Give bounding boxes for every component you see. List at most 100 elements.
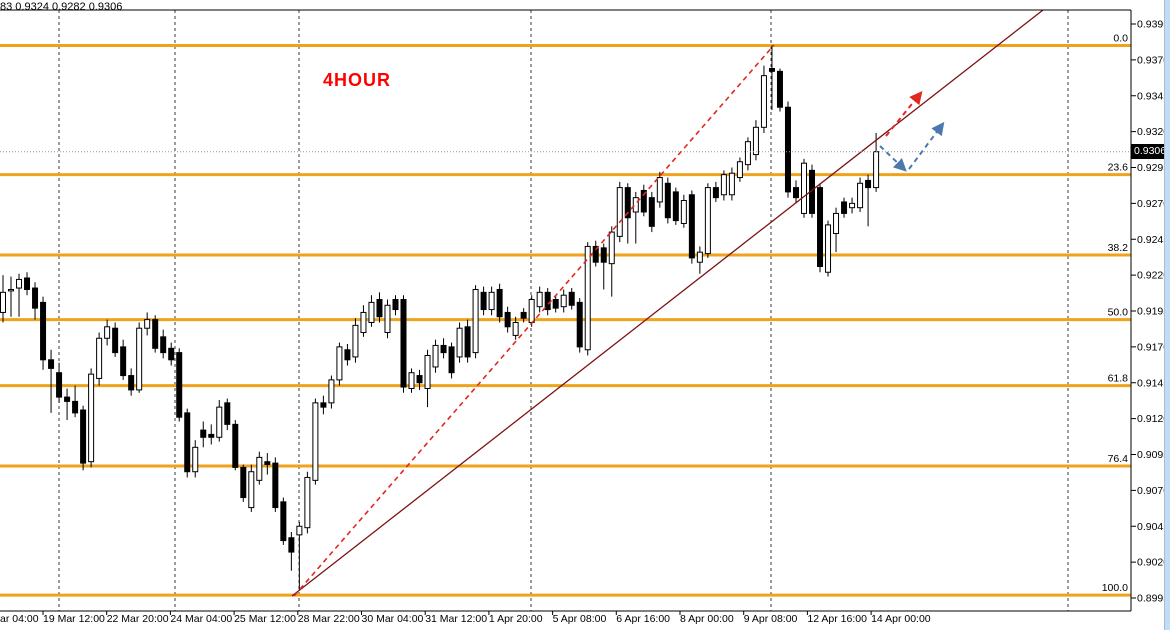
candlestick xyxy=(416,369,423,390)
time-axis-label: 19 Mar 12:00 xyxy=(43,613,105,625)
candlestick xyxy=(136,322,143,393)
red-projection-arrow[interactable] xyxy=(885,90,923,137)
trendlines-layer[interactable] xyxy=(0,9,1131,597)
candlestick xyxy=(104,319,111,346)
candlestick xyxy=(496,283,503,323)
candlestick xyxy=(328,375,335,409)
candlestick xyxy=(336,342,343,386)
candlestick xyxy=(744,137,751,171)
price-axis-label: 0.9070 xyxy=(1137,485,1169,497)
candlestick xyxy=(24,272,31,296)
candlestick xyxy=(224,398,231,431)
chart-frame xyxy=(0,9,1132,612)
candlestick xyxy=(8,276,15,317)
candlestick xyxy=(240,464,247,502)
candlestick xyxy=(536,286,543,313)
fib-label-76.4: 76.4 xyxy=(1108,453,1129,465)
candlestick xyxy=(488,286,495,316)
candlestick xyxy=(752,120,759,161)
candlestick xyxy=(120,339,127,380)
candlestick xyxy=(408,368,415,393)
price-axis-label: 0.9170 xyxy=(1137,341,1169,353)
candlestick xyxy=(352,318,359,363)
blue-projection-arrow[interactable] xyxy=(879,145,907,172)
candlestick xyxy=(648,191,655,233)
candlestick xyxy=(184,408,191,478)
fib-label-61.8: 61.8 xyxy=(1108,373,1129,385)
price-axis-label: 0.9270 xyxy=(1137,198,1169,210)
time-axis-label: ar 04:00 xyxy=(0,613,39,625)
candlestick xyxy=(776,68,783,112)
candlestick xyxy=(16,273,23,317)
price-axis-label: 0.9020 xyxy=(1137,557,1169,569)
candlestick xyxy=(664,177,671,224)
candlestick xyxy=(720,170,727,201)
candlestick xyxy=(640,184,647,217)
candlestick xyxy=(728,167,735,201)
candlestick xyxy=(576,298,583,353)
candlestick xyxy=(552,295,559,313)
candlestick xyxy=(464,319,471,363)
blue-projection-arrow[interactable] xyxy=(908,121,945,170)
candlestick xyxy=(360,305,367,337)
candlestick xyxy=(88,368,95,468)
price-axis-label: 0.8995 xyxy=(1137,593,1169,605)
candlestick xyxy=(96,332,103,386)
candlestick xyxy=(112,322,119,357)
price-axis-label: 0.9120 xyxy=(1137,413,1169,425)
candlestick xyxy=(688,190,695,264)
price-axis-label: 0.9395 xyxy=(1137,19,1169,31)
time-axis-label: 28 Mar 22:00 xyxy=(298,613,360,625)
candlestick xyxy=(192,440,199,478)
time-axis-label: 5 Apr 08:00 xyxy=(553,613,607,625)
candlestick xyxy=(760,65,767,134)
candlestick xyxy=(712,181,719,202)
time-axis-label: 9 Apr 08:00 xyxy=(744,613,798,625)
candlestick xyxy=(616,181,623,243)
candlestick xyxy=(312,398,319,485)
current-price-badge: 0.9306 xyxy=(1131,144,1170,159)
candlestick xyxy=(0,275,6,323)
candlestick xyxy=(440,338,447,359)
candlestick xyxy=(520,308,527,323)
current-price-value: 0.9306 xyxy=(1134,145,1167,157)
candlestick xyxy=(280,497,287,545)
candlestick xyxy=(384,299,391,339)
candlestick xyxy=(296,521,303,591)
time-axis-label: 31 Mar 12:00 xyxy=(425,613,487,625)
candlestick xyxy=(448,342,455,379)
price-axis-label: 0.9045 xyxy=(1137,521,1169,533)
projection-arrows-layer[interactable] xyxy=(879,90,945,172)
candlestick xyxy=(817,183,824,273)
trendline-solid[interactable] xyxy=(291,9,1044,597)
candlestick xyxy=(272,457,279,512)
candlestick xyxy=(392,295,399,316)
time-axis-label: 30 Mar 04:00 xyxy=(362,613,424,625)
fibonacci-layer[interactable]: 0.0 23.6 38.2 50.0 61.8 76.4 100.0 xyxy=(0,33,1131,597)
trendline-dashed[interactable] xyxy=(293,44,775,597)
candlestick xyxy=(160,329,167,359)
fib-label-50.0: 50.0 xyxy=(1108,307,1129,319)
ohlc-quote-text: 83 0.9324 0.9282 0.9306 xyxy=(0,1,123,13)
candlestick xyxy=(801,158,807,218)
candlestick xyxy=(584,242,591,356)
candlestick xyxy=(216,399,223,442)
candlestick xyxy=(248,464,255,512)
candlestick xyxy=(784,101,791,198)
candlestick xyxy=(344,344,351,366)
candlestick xyxy=(592,240,599,267)
candlestick xyxy=(600,243,607,290)
price-axis-label: 0.9220 xyxy=(1137,270,1169,282)
candlestick xyxy=(176,348,183,422)
candlestick xyxy=(792,180,799,204)
candlestick xyxy=(128,368,135,396)
time-axis-label: 25 Mar 12:00 xyxy=(234,613,296,625)
price-axis-label: 0.9245 xyxy=(1137,234,1169,246)
candlestick xyxy=(64,388,71,421)
candlestick xyxy=(168,342,175,366)
candlestick xyxy=(40,296,47,370)
candlestick xyxy=(825,220,832,277)
fib-label-0.0: 0.0 xyxy=(1113,33,1128,45)
candlestick xyxy=(768,45,775,111)
